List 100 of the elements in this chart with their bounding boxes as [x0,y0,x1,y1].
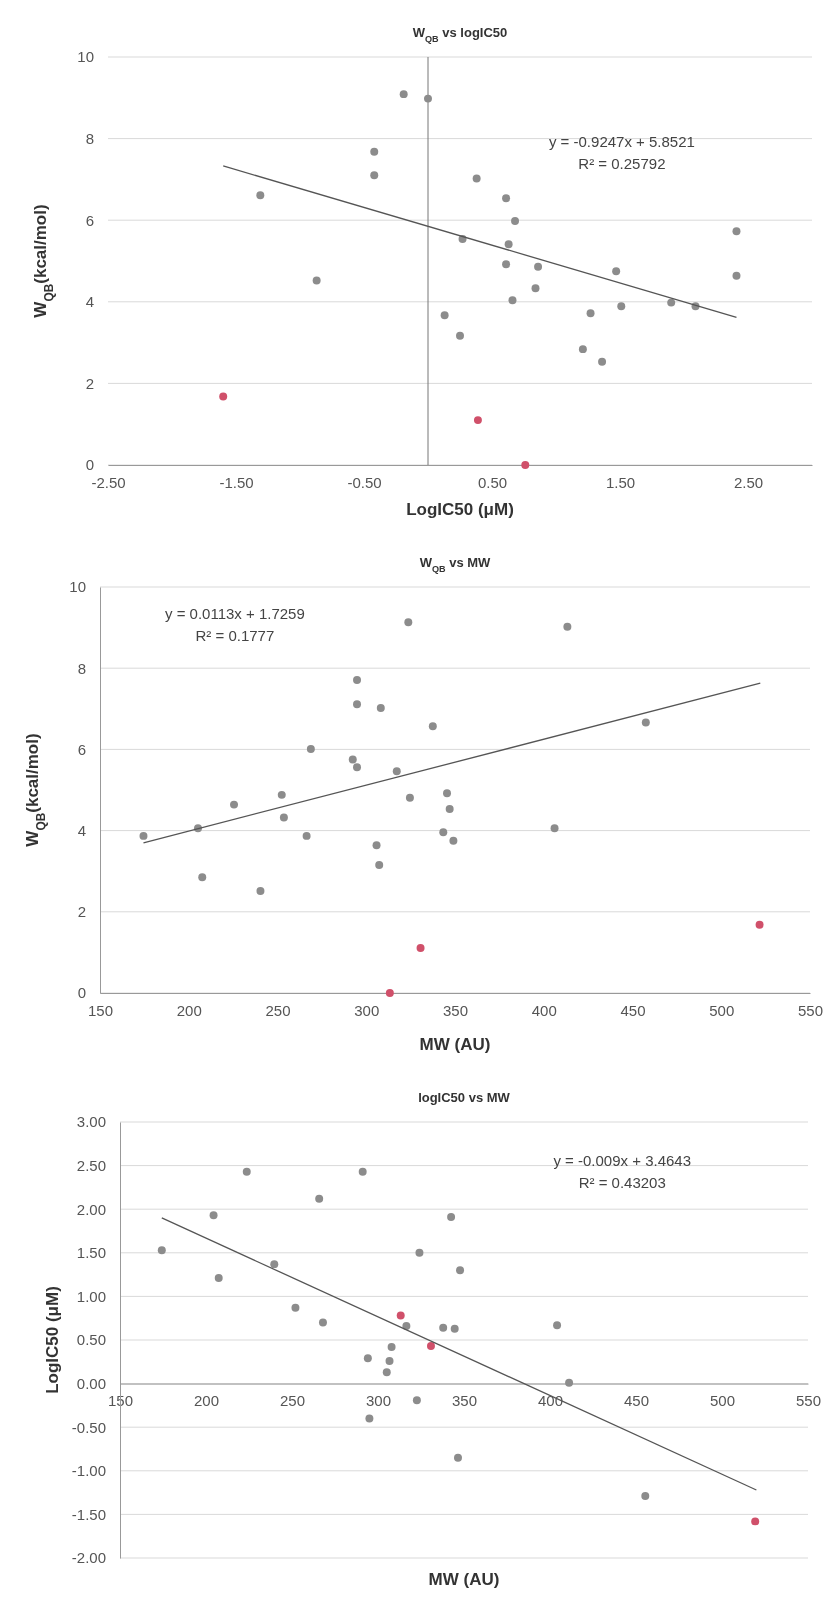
point [447,1213,456,1222]
point [353,700,362,709]
point [198,873,207,882]
point [445,805,454,814]
point [550,824,559,833]
point [385,1356,394,1365]
point [415,1248,424,1257]
chart-title: W$_{QB}$ vs logIC50 [412,25,508,44]
point [641,718,650,727]
x-tick-label: 300 [354,1001,380,1019]
point [219,392,228,401]
y-tick-label: 0 [85,456,94,474]
point [387,1342,396,1351]
point [209,1211,218,1220]
chart-title: W$_{QB}$ vs MW [419,555,492,574]
point [502,260,511,269]
x-tick-label: 350 [442,1001,469,1019]
point [439,828,448,837]
point [755,920,764,929]
point [348,755,357,764]
point [385,989,394,997]
point [443,789,451,798]
y-axis-title: LogIC50 (μM) [43,1286,62,1394]
point [399,90,408,99]
point [279,813,288,822]
point [531,284,540,293]
point [449,836,458,845]
point [139,831,148,840]
point [424,94,432,103]
point [277,790,286,799]
y-tick-label: -1.00 [71,1462,106,1480]
x-tick-label: 300 [365,1392,392,1410]
point [157,1246,166,1255]
point [256,191,265,200]
x-axis-title: MW (AU) [428,1570,500,1589]
point [306,745,315,753]
point [315,1194,324,1203]
x-tick-label: 500 [709,1392,736,1410]
point [521,461,530,469]
x-tick-label: 200 [193,1392,220,1410]
annotation: R² = 0.1777 [195,627,275,645]
y-tick-label: 6 [77,740,86,758]
point [382,1368,391,1377]
y-tick-label: 10 [77,48,94,66]
point [412,1396,421,1405]
point [242,1167,251,1176]
point [318,1318,327,1327]
point [586,309,595,318]
annotation: y = -0.9247x + 5.8521 [548,132,695,150]
point [302,831,311,840]
y-tick-label: 8 [77,659,86,677]
annotation: R² = 0.43203 [578,1173,666,1191]
annotation: y = -0.009x + 3.4643 [553,1151,692,1169]
point [534,262,543,271]
point [473,416,482,425]
y-tick-label: 1.00 [76,1287,106,1305]
point [450,1324,459,1333]
x-tick-label: 450 [623,1392,650,1410]
point [578,345,587,354]
point [312,276,321,285]
point [358,1167,367,1176]
x-tick-label: 0.50 [477,473,508,491]
y-tick-label: 0.50 [76,1331,106,1349]
y-tick-label: 6 [85,211,94,229]
point [428,722,437,731]
y-tick-label: 0 [77,984,86,1002]
point [270,1260,279,1269]
point [404,618,413,627]
point [565,1378,574,1387]
point [392,767,401,776]
point [502,194,511,203]
x-tick-label: 550 [795,1392,822,1410]
y-tick-label: 0.00 [76,1374,106,1392]
y-tick-label: 8 [85,129,94,147]
y-tick-label: 2.00 [76,1200,106,1218]
y-tick-label: -2.00 [71,1549,106,1567]
point [370,147,379,156]
point [453,1453,462,1462]
point [439,1323,448,1332]
x-tick-label: 200 [176,1001,202,1019]
point [667,298,676,307]
y-tick-label: 1.50 [76,1244,106,1262]
x-tick-label: 550 [797,1001,824,1019]
point [372,841,381,850]
chart-title: logIC50 vs MW [418,1090,511,1105]
x-tick-label: 400 [537,1392,564,1410]
x-tick-label: 2.50 [733,473,764,491]
point [598,357,607,366]
y-tick-label: 2 [85,374,94,392]
point [563,622,572,631]
x-tick-label: 350 [451,1392,478,1410]
point [230,800,238,809]
point [376,704,385,712]
point [504,240,513,249]
point [256,887,265,896]
x-tick-label: 1.50 [605,473,636,491]
x-tick-label: -0.50 [347,473,382,491]
point [617,302,626,311]
point [456,331,464,340]
y-tick-label: 3.00 [76,1113,106,1131]
